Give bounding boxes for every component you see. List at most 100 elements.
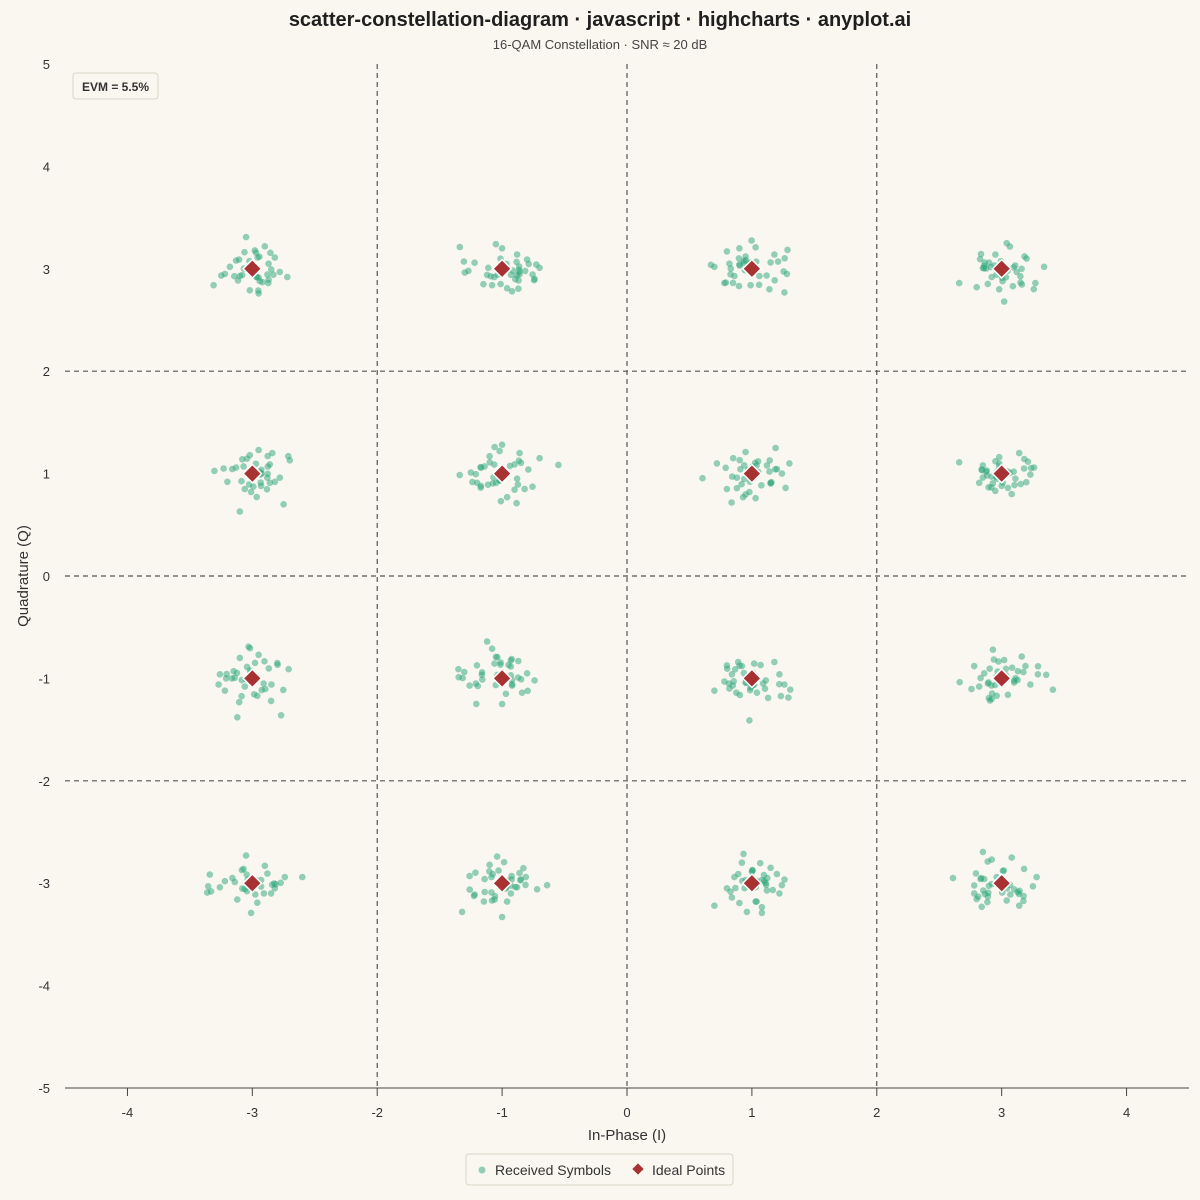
received-symbol-point (722, 279, 730, 286)
received-symbol-point (769, 886, 777, 894)
received-symbol-point (498, 245, 506, 252)
received-symbol-point (986, 665, 993, 672)
received-symbol-point (260, 890, 268, 897)
received-symbol-point (492, 240, 500, 248)
received-symbol-point (267, 266, 275, 273)
received-symbol-point (1006, 243, 1014, 250)
received-symbol-point (261, 862, 269, 870)
received-symbol-point (455, 665, 462, 673)
y-tick-label: 0 (43, 569, 50, 584)
received-symbol-point (723, 662, 731, 669)
received-symbol-point (250, 483, 257, 490)
received-symbol-point (515, 285, 522, 293)
received-symbol-point (238, 271, 246, 279)
received-symbol-point (753, 898, 760, 905)
legend[interactable]: Received Symbols Ideal Points (465, 1153, 734, 1186)
received-symbol-point (1029, 883, 1037, 890)
legend-item-received[interactable]: Received Symbols (478, 1162, 611, 1178)
received-symbol-point (267, 890, 275, 897)
received-symbol-point (255, 274, 262, 281)
received-symbol-point (990, 656, 998, 663)
received-symbol-point (1020, 865, 1028, 873)
y-tick-label: -5 (38, 1081, 50, 1096)
ideal-point-marker (991, 872, 1012, 894)
legend-item-ideal[interactable]: Ideal Points (632, 1162, 725, 1178)
received-symbol-point (968, 685, 975, 693)
received-symbol-point (491, 660, 498, 667)
received-symbol-point (984, 898, 991, 906)
received-symbol-point (756, 859, 764, 867)
received-symbol-point (461, 668, 468, 676)
received-symbol-point (466, 682, 473, 689)
x-tick-label: 3 (998, 1105, 1005, 1120)
received-symbol-point (252, 249, 260, 256)
received-symbol-point (459, 674, 467, 682)
received-symbol-point (711, 902, 718, 909)
received-symbol-point (727, 888, 734, 895)
received-symbol-point (274, 661, 281, 669)
received-symbol-point (1014, 667, 1022, 675)
received-symbol-point (748, 237, 755, 244)
received-symbol-point (988, 690, 996, 697)
received-symbol-point (503, 898, 511, 905)
chart-subtitle: 16-QAM Constellation · SNR ≈ 20 dB (493, 37, 708, 52)
received-symbol-point (1011, 481, 1018, 489)
received-symbol-point (738, 859, 746, 866)
received-symbol-point (728, 894, 736, 901)
received-symbol-point (260, 680, 267, 687)
received-symbol-point (767, 864, 774, 872)
received-symbol-point (955, 459, 963, 466)
ideal-point-marker (491, 872, 513, 894)
received-symbol-point (259, 278, 266, 286)
received-symbol-point (240, 463, 247, 470)
received-symbol-point (764, 874, 771, 882)
received-symbol-point (474, 682, 482, 690)
received-symbol-point (699, 474, 706, 482)
received-symbol-point (980, 887, 987, 894)
received-symbol-point (1034, 663, 1042, 670)
received-symbol-point (1018, 653, 1025, 660)
y-tick-label: 3 (43, 262, 50, 277)
received-symbol-point (264, 470, 272, 478)
received-symbol-point (767, 259, 774, 266)
evm-annotation: EVM = 5.5% (72, 72, 159, 100)
received-symbol-point (746, 686, 754, 694)
received-symbol-point (480, 898, 488, 905)
ideal-point-marker (991, 258, 1012, 280)
received-symbol-point (203, 889, 211, 896)
received-symbol-point (778, 470, 786, 477)
received-symbol-point (507, 890, 515, 897)
received-symbol-point (956, 678, 963, 686)
y-tick-label: -1 (38, 671, 50, 686)
x-tick-label: -4 (122, 1105, 134, 1120)
received-symbol-point (218, 272, 225, 279)
received-symbol-point (481, 888, 489, 896)
received-symbol-point (985, 889, 992, 897)
y-tick-label: -2 (38, 774, 50, 789)
received-symbol-point (257, 479, 265, 486)
received-symbol-point (480, 280, 487, 288)
received-symbol-point (752, 494, 759, 502)
received-symbol-point (241, 683, 249, 690)
x-tick-label: -1 (496, 1105, 508, 1120)
received-symbol-point (267, 697, 275, 705)
received-symbol-point (723, 485, 731, 493)
received-symbol-point (277, 712, 285, 719)
received-symbol-point (206, 871, 214, 878)
received-symbol-point (478, 671, 486, 678)
received-symbol-point (521, 267, 529, 275)
received-symbol-point (977, 875, 984, 883)
received-symbol-point (491, 443, 498, 451)
received-symbol-point (771, 251, 778, 258)
received-symbol-point (981, 259, 989, 266)
received-symbol-point (243, 455, 251, 463)
received-symbol-point (231, 272, 238, 280)
ideal-point-marker (491, 668, 513, 689)
received-symbol-point (711, 687, 718, 694)
received-symbol-point (496, 447, 503, 455)
received-symbol-point (728, 671, 736, 678)
received-symbol-point (253, 899, 261, 906)
received-symbol-point (977, 250, 985, 258)
received-symbol-point (246, 644, 254, 652)
received-symbol-point (518, 689, 526, 696)
